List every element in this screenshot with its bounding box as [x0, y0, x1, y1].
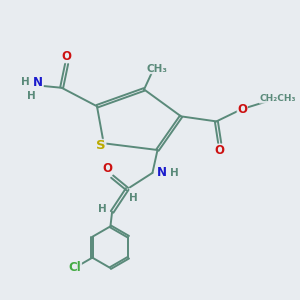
- Text: CH₃: CH₃: [146, 64, 167, 74]
- Text: H: H: [170, 168, 179, 178]
- Text: O: O: [62, 50, 72, 63]
- Text: H: H: [21, 77, 30, 87]
- Text: N: N: [33, 76, 43, 89]
- Text: S: S: [96, 140, 106, 152]
- Text: Cl: Cl: [69, 261, 82, 274]
- Text: O: O: [215, 144, 225, 157]
- Text: H: H: [27, 91, 36, 100]
- Text: O: O: [102, 162, 112, 175]
- Text: CH₂CH₃: CH₂CH₃: [260, 94, 296, 103]
- Text: H: H: [129, 194, 138, 203]
- Text: N: N: [157, 166, 167, 179]
- Text: H: H: [98, 204, 107, 214]
- Text: O: O: [237, 103, 247, 116]
